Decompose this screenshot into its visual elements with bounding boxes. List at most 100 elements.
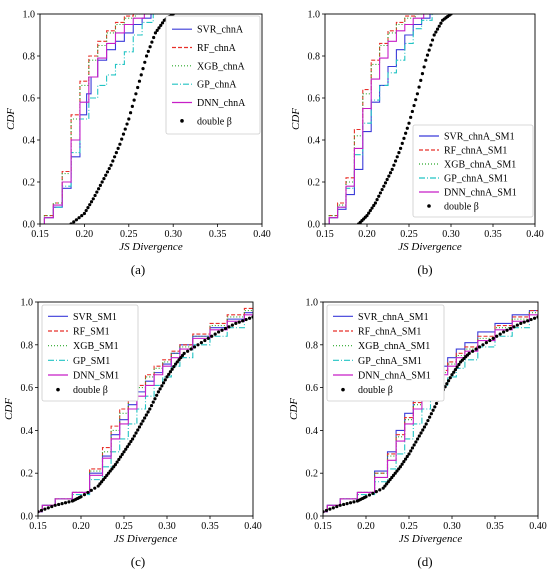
data-point	[152, 35, 156, 40]
data-point	[141, 67, 145, 71]
data-point	[452, 370, 456, 374]
chart-panel-d: 0.15 0.20 0.25 0.30 0.35 0.40 0.0 0.2 0.4 0.6 0.8 1…	[288, 298, 547, 570]
legend-label: DNN_chnA_SM1	[444, 188, 517, 199]
data-point	[67, 500, 71, 504]
data-point	[414, 98, 418, 102]
y-tick-label: 0.0	[306, 512, 319, 523]
data-point	[377, 194, 381, 198]
panel-caption: (b)	[417, 262, 432, 277]
data-point	[39, 508, 44, 513]
data-point	[57, 502, 61, 507]
data-point	[121, 132, 126, 136]
data-point	[230, 323, 234, 327]
x-tick-label: 0.40	[253, 229, 271, 240]
data-point	[395, 469, 399, 473]
data-point	[427, 48, 431, 52]
legend-box	[165, 15, 261, 135]
data-point	[84, 208, 88, 213]
y-tick-label: 1.0	[23, 10, 36, 21]
data-point	[82, 493, 87, 497]
plot-frame	[39, 13, 263, 225]
legend-label: XGB_chnA	[197, 61, 246, 72]
y-tick-label: 0.4	[23, 136, 36, 147]
data-point	[431, 408, 435, 412]
data-point	[324, 508, 329, 513]
data-point	[484, 341, 488, 345]
data-point	[448, 376, 452, 380]
data-point	[50, 504, 54, 509]
data-point	[367, 211, 371, 215]
data-point	[60, 501, 64, 506]
data-point	[124, 447, 128, 451]
y-tick-label: 1.0	[21, 298, 34, 309]
y-tick-label: 0.6	[308, 94, 321, 105]
data-point	[409, 449, 413, 453]
data-point	[491, 336, 495, 340]
data-point	[213, 332, 217, 336]
data-point	[131, 437, 135, 441]
y-tick-label: 1.0	[306, 298, 319, 309]
data-point	[420, 72, 425, 76]
data-point	[328, 507, 332, 511]
data-point	[373, 201, 377, 205]
data-point	[136, 85, 140, 90]
data-point	[522, 320, 526, 324]
data-point	[370, 206, 374, 210]
data-point	[371, 491, 375, 495]
data-point	[137, 425, 142, 429]
data-point	[172, 365, 176, 369]
x-tick-label: 0.25	[400, 229, 418, 240]
series-double-beta	[323, 315, 538, 514]
data-point	[153, 397, 157, 401]
y-axis-label: CDF	[5, 108, 17, 130]
x-tick-label: 0.30	[164, 229, 182, 240]
data-point	[508, 326, 513, 331]
data-point	[387, 174, 391, 178]
legend-swatch	[56, 387, 60, 392]
data-point	[93, 486, 97, 490]
data-point	[118, 455, 123, 459]
legend-label: double β	[444, 202, 479, 213]
legend-swatch	[341, 387, 345, 392]
data-point	[415, 92, 419, 96]
data-point	[220, 328, 224, 332]
data-point	[399, 146, 403, 150]
chart-panel-c: 0.15 0.20 0.25 0.30 0.35 0.40 0.0 0.2 0.4 0.6 0.8 1…	[3, 298, 262, 570]
data-point	[446, 379, 451, 383]
data-point	[130, 104, 134, 108]
y-tick-label: 0.8	[308, 52, 321, 63]
legend: SVR_chnA RF_chnA XGB_chnA GP_chnA DNN_chnAdo…	[165, 15, 261, 135]
data-point	[474, 347, 478, 351]
series-line-1	[325, 14, 422, 224]
data-point	[103, 475, 107, 480]
data-point	[153, 31, 158, 35]
data-point	[156, 390, 160, 394]
data-point	[390, 475, 394, 480]
y-tick-label: 0.8	[23, 52, 36, 63]
data-point	[91, 197, 95, 201]
data-point	[364, 495, 368, 499]
data-point	[134, 431, 138, 435]
data-point	[127, 117, 131, 121]
data-point	[89, 488, 93, 492]
data-point	[189, 347, 193, 351]
data-point	[430, 38, 435, 42]
data-point	[498, 332, 502, 336]
series-line-2	[40, 14, 143, 224]
data-point	[335, 504, 339, 509]
data-point	[244, 317, 248, 322]
data-point	[404, 131, 408, 135]
x-tick-label: 0.35	[209, 229, 227, 240]
legend-label: DNN_chnA	[197, 98, 246, 109]
data-point	[101, 478, 105, 482]
data-point	[417, 85, 421, 89]
data-point	[165, 375, 169, 379]
legend: SVR_chnA_SM1 RF_chnA_SM1 XGB_chnA_SM1 GP_ch…	[326, 304, 445, 402]
data-point	[422, 425, 427, 429]
data-point	[429, 43, 433, 47]
legend-box	[412, 124, 534, 218]
y-tick-label: 0.6	[23, 94, 36, 105]
data-point	[104, 173, 108, 177]
legend-swatch	[180, 119, 184, 123]
legend: SVR_chnA_SM1 RF_chnA_SM1 XGB_chnA_SM1 GP_ch…	[412, 124, 534, 218]
